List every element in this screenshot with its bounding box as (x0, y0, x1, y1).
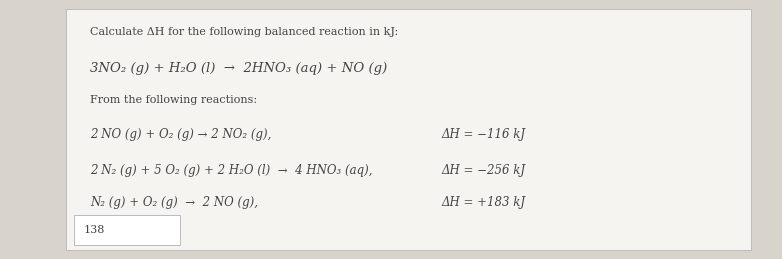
Text: ΔH = −116 kJ: ΔH = −116 kJ (442, 128, 526, 141)
Text: 3NO₂ (g) + H₂O (l)  →  2HNO₃ (aq) + NO (g): 3NO₂ (g) + H₂O (l) → 2HNO₃ (aq) + NO (g) (90, 62, 387, 75)
Text: 138: 138 (84, 225, 105, 235)
Text: 2 NO (g) + O₂ (g) → 2 NO₂ (g),: 2 NO (g) + O₂ (g) → 2 NO₂ (g), (90, 128, 271, 141)
Text: From the following reactions:: From the following reactions: (90, 95, 257, 105)
FancyBboxPatch shape (74, 215, 180, 245)
Text: 2 N₂ (g) + 5 O₂ (g) + 2 H₂O (l)  →  4 HNO₃ (aq),: 2 N₂ (g) + 5 O₂ (g) + 2 H₂O (l) → 4 HNO₃… (90, 164, 372, 177)
FancyBboxPatch shape (66, 9, 751, 250)
Text: ΔH = +183 kJ: ΔH = +183 kJ (442, 196, 526, 208)
Text: N₂ (g) + O₂ (g)  →  2 NO (g),: N₂ (g) + O₂ (g) → 2 NO (g), (90, 196, 258, 208)
Text: ΔH = −256 kJ: ΔH = −256 kJ (442, 164, 526, 177)
Text: Calculate ΔH for the following balanced reaction in kJ:: Calculate ΔH for the following balanced … (90, 27, 398, 37)
